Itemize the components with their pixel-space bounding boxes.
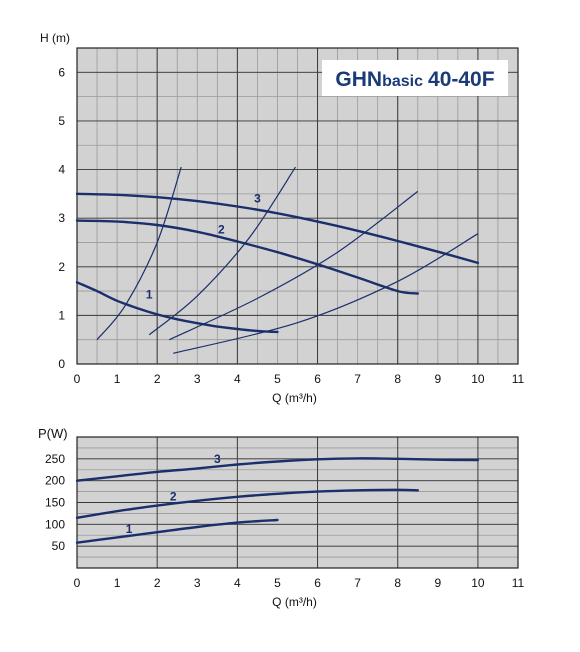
p-x-axis-title: Q (m³/h)	[272, 595, 317, 609]
p-x-tick-label: 3	[194, 576, 201, 590]
model-title-box	[322, 60, 508, 96]
p-x-tick-label: 6	[314, 576, 321, 590]
p-x-tick-label: 5	[274, 576, 281, 590]
h-y-tick-label: 2	[58, 260, 65, 274]
model-title-model: 40-40F	[428, 68, 495, 91]
p-series-1-line	[75, 518, 279, 544]
h-y-tick-label: 1	[58, 308, 65, 322]
h-x-tick-label: 2	[154, 372, 161, 386]
h-y-tick-label: 0	[58, 357, 65, 371]
h-x-tick-label: 3	[194, 372, 201, 386]
model-title-small: basic	[382, 73, 423, 90]
h-x-axis-title: Q (m³/h)	[272, 391, 317, 405]
p-x-tick-label: 11	[512, 576, 525, 590]
p-series-2-line	[75, 488, 419, 519]
p-x-tick-label: 9	[434, 576, 441, 590]
p-y-tick-label: 250	[45, 452, 65, 466]
p-x-tick-label: 4	[234, 576, 241, 590]
p-y-tick-label: 200	[45, 474, 65, 488]
p-y-tick-label: 100	[45, 517, 65, 531]
h-x-tick-label: 6	[314, 372, 321, 386]
h-x-tick-label: 0	[74, 372, 81, 386]
p-x-tick-label: 1	[114, 576, 121, 590]
p-y-tick-label: 50	[52, 539, 66, 553]
p-y-tick-label: 150	[45, 496, 65, 510]
p-chart-panel: 0 1 2 3 4 5 6 7 8 9 10 11 50 100 150 200 250 P(W) Q (m³/h)…	[38, 426, 525, 609]
h-y-axis-title: H (m)	[40, 31, 70, 45]
p-x-tick-label: 2	[154, 576, 161, 590]
h-x-tick-label: 11	[512, 372, 525, 386]
model-title: GHNbasic 40-40F	[335, 68, 494, 91]
p-series-3-line	[75, 457, 480, 482]
p-x-tick-label: 7	[354, 576, 361, 590]
h-y-tick-label: 4	[58, 163, 65, 177]
h-chart-panel: 0 1 2 3 4 5 6 7 8 9 10 11 0 1 2 3 4 5 6 H (m) Q (m³/h) 1 2 3 GHN…	[40, 31, 525, 405]
p-plot-border	[76, 436, 519, 569]
p-x-tick-label: 8	[394, 576, 401, 590]
h-system-curve-3	[168, 190, 419, 341]
h-series-3-line	[75, 192, 480, 265]
h-plot-border	[76, 47, 519, 365]
h-y-tick-label: 3	[58, 211, 65, 225]
h-y-tick-label: 6	[58, 65, 65, 79]
h-series-2-line	[75, 219, 419, 295]
h-x-tick-label: 9	[434, 372, 441, 386]
model-title-main: GHN	[335, 68, 382, 91]
h-series-2-label: 2	[218, 223, 225, 237]
p-x-tick-label: 10	[471, 576, 485, 590]
p-x-tick-label: 0	[74, 576, 81, 590]
p-y-axis-title: P(W)	[38, 426, 68, 441]
p-series-3-label: 3	[214, 452, 221, 466]
p-series-1-label: 1	[126, 522, 133, 536]
h-series-1-line	[75, 281, 279, 334]
h-x-tick-label: 8	[394, 372, 401, 386]
h-x-tick-label: 5	[274, 372, 281, 386]
h-series-3-label: 3	[254, 192, 261, 206]
h-x-tick-label: 7	[354, 372, 361, 386]
h-x-tick-label: 10	[471, 372, 485, 386]
p-series-2-label: 2	[170, 489, 177, 503]
h-system-curve-4	[173, 233, 479, 354]
h-x-tick-label: 1	[114, 372, 121, 386]
h-series-1-label: 1	[146, 287, 153, 301]
h-system-curve-2	[148, 166, 297, 336]
h-y-tick-label: 5	[58, 114, 65, 128]
h-x-tick-label: 4	[234, 372, 241, 386]
